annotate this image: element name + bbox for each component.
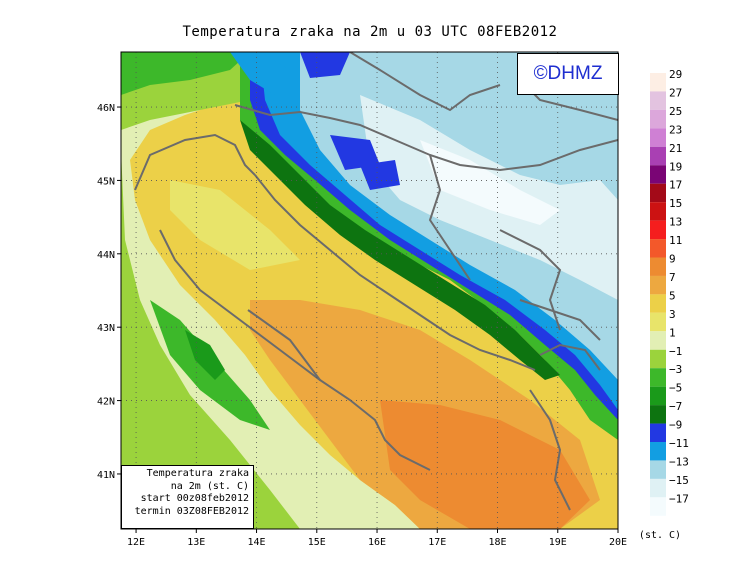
legend-swatch	[650, 73, 666, 92]
legend-label: 23	[669, 123, 682, 136]
legend-label: 11	[669, 234, 682, 247]
legend-unit: (st. C)	[639, 530, 681, 541]
legend-swatch	[650, 220, 666, 240]
lon-tick-label: 12E	[127, 537, 145, 548]
legend-label: −15	[669, 474, 689, 487]
legend-label: 1	[669, 326, 676, 339]
legend-label: 9	[669, 253, 676, 266]
lat-tick-label: 41N	[97, 470, 115, 481]
longitude-axis: 12E 13E 14E 15E 16E 17E 18E 19E 20E	[127, 529, 627, 548]
latitude-axis: 46N 45N 44N 43N 42N 41N	[97, 103, 121, 481]
lon-tick-label: 14E	[248, 537, 266, 548]
legend-label: −1	[669, 345, 682, 358]
legend-swatch	[650, 478, 666, 498]
legend-swatch	[650, 312, 666, 332]
legend-swatch	[650, 275, 666, 295]
legend-swatch	[650, 331, 666, 350]
legend-label: −3	[669, 363, 682, 376]
dhmz-copyright: ©DHMZ	[517, 53, 619, 95]
legend-swatch	[650, 239, 666, 258]
legend-swatch	[650, 497, 666, 516]
legend-label: 5	[669, 289, 676, 302]
info-box: Temperatura zraka na 2m (st. C) start 00…	[121, 465, 254, 529]
temperature-field	[121, 52, 618, 529]
legend-label: −13	[669, 455, 689, 468]
lat-tick-label: 45N	[97, 176, 115, 187]
info-line-4: termin 03Z08FEB2012	[134, 505, 249, 517]
legend-swatch	[650, 442, 666, 461]
legend-swatch	[650, 405, 666, 424]
lon-tick-label: 13E	[187, 537, 205, 548]
legend-swatch	[650, 386, 666, 406]
info-line-2: na 2m (st. C)	[170, 480, 249, 492]
legend-label: 27	[669, 86, 682, 99]
legend-label: −17	[669, 492, 689, 505]
legend-swatch	[650, 423, 666, 442]
legend-swatch	[650, 183, 666, 203]
legend-label: 29	[669, 68, 682, 81]
legend-swatch	[650, 146, 666, 166]
map-frame	[120, 51, 619, 530]
legend-label: 25	[669, 105, 682, 118]
legend-label: 17	[669, 179, 682, 192]
legend-swatch	[650, 368, 666, 387]
lat-tick-label: 46N	[97, 103, 115, 114]
lon-tick-label: 15E	[308, 537, 326, 548]
legend-label: 13	[669, 216, 682, 229]
legend-label: 3	[669, 308, 676, 321]
legend-swatch	[650, 294, 666, 313]
map-title: Temperatura zraka na 2m u 03 UTC 08FEB20…	[182, 24, 558, 40]
lon-tick-label: 19E	[549, 537, 567, 548]
legend-swatch	[650, 460, 666, 479]
lat-tick-label: 43N	[97, 323, 115, 334]
info-line-1: Temperatura zraka	[146, 468, 249, 479]
legend-label: −9	[669, 419, 682, 432]
legend-swatch	[650, 202, 666, 221]
info-line-3: start 00z08feb2012	[140, 493, 249, 504]
lat-tick-label: 44N	[97, 250, 115, 261]
legend-swatch	[650, 91, 666, 110]
legend-label: 15	[669, 197, 682, 210]
lon-tick-label: 20E	[609, 537, 627, 548]
legend-swatch	[650, 128, 666, 147]
color-legend: 29 27 25 23 21 19 17 15 13 11 9 7 5 3 1 −1 −3 −5 −7 −9 −11 −1…	[639, 68, 689, 541]
legend-label: 7	[669, 271, 676, 284]
legend-label: 19	[669, 160, 682, 173]
lat-tick-label: 42N	[97, 397, 115, 408]
legend-label: 21	[669, 142, 682, 155]
legend-label: −5	[669, 382, 682, 395]
legend-swatch	[650, 349, 666, 369]
lon-tick-label: 17E	[428, 537, 446, 548]
lon-tick-label: 16E	[368, 537, 386, 548]
legend-label: −7	[669, 400, 682, 413]
legend-label: −11	[669, 437, 689, 450]
legend-swatch	[650, 109, 666, 129]
lon-tick-label: 18E	[488, 537, 506, 548]
legend-swatch	[650, 257, 666, 276]
legend-swatch	[650, 165, 666, 184]
